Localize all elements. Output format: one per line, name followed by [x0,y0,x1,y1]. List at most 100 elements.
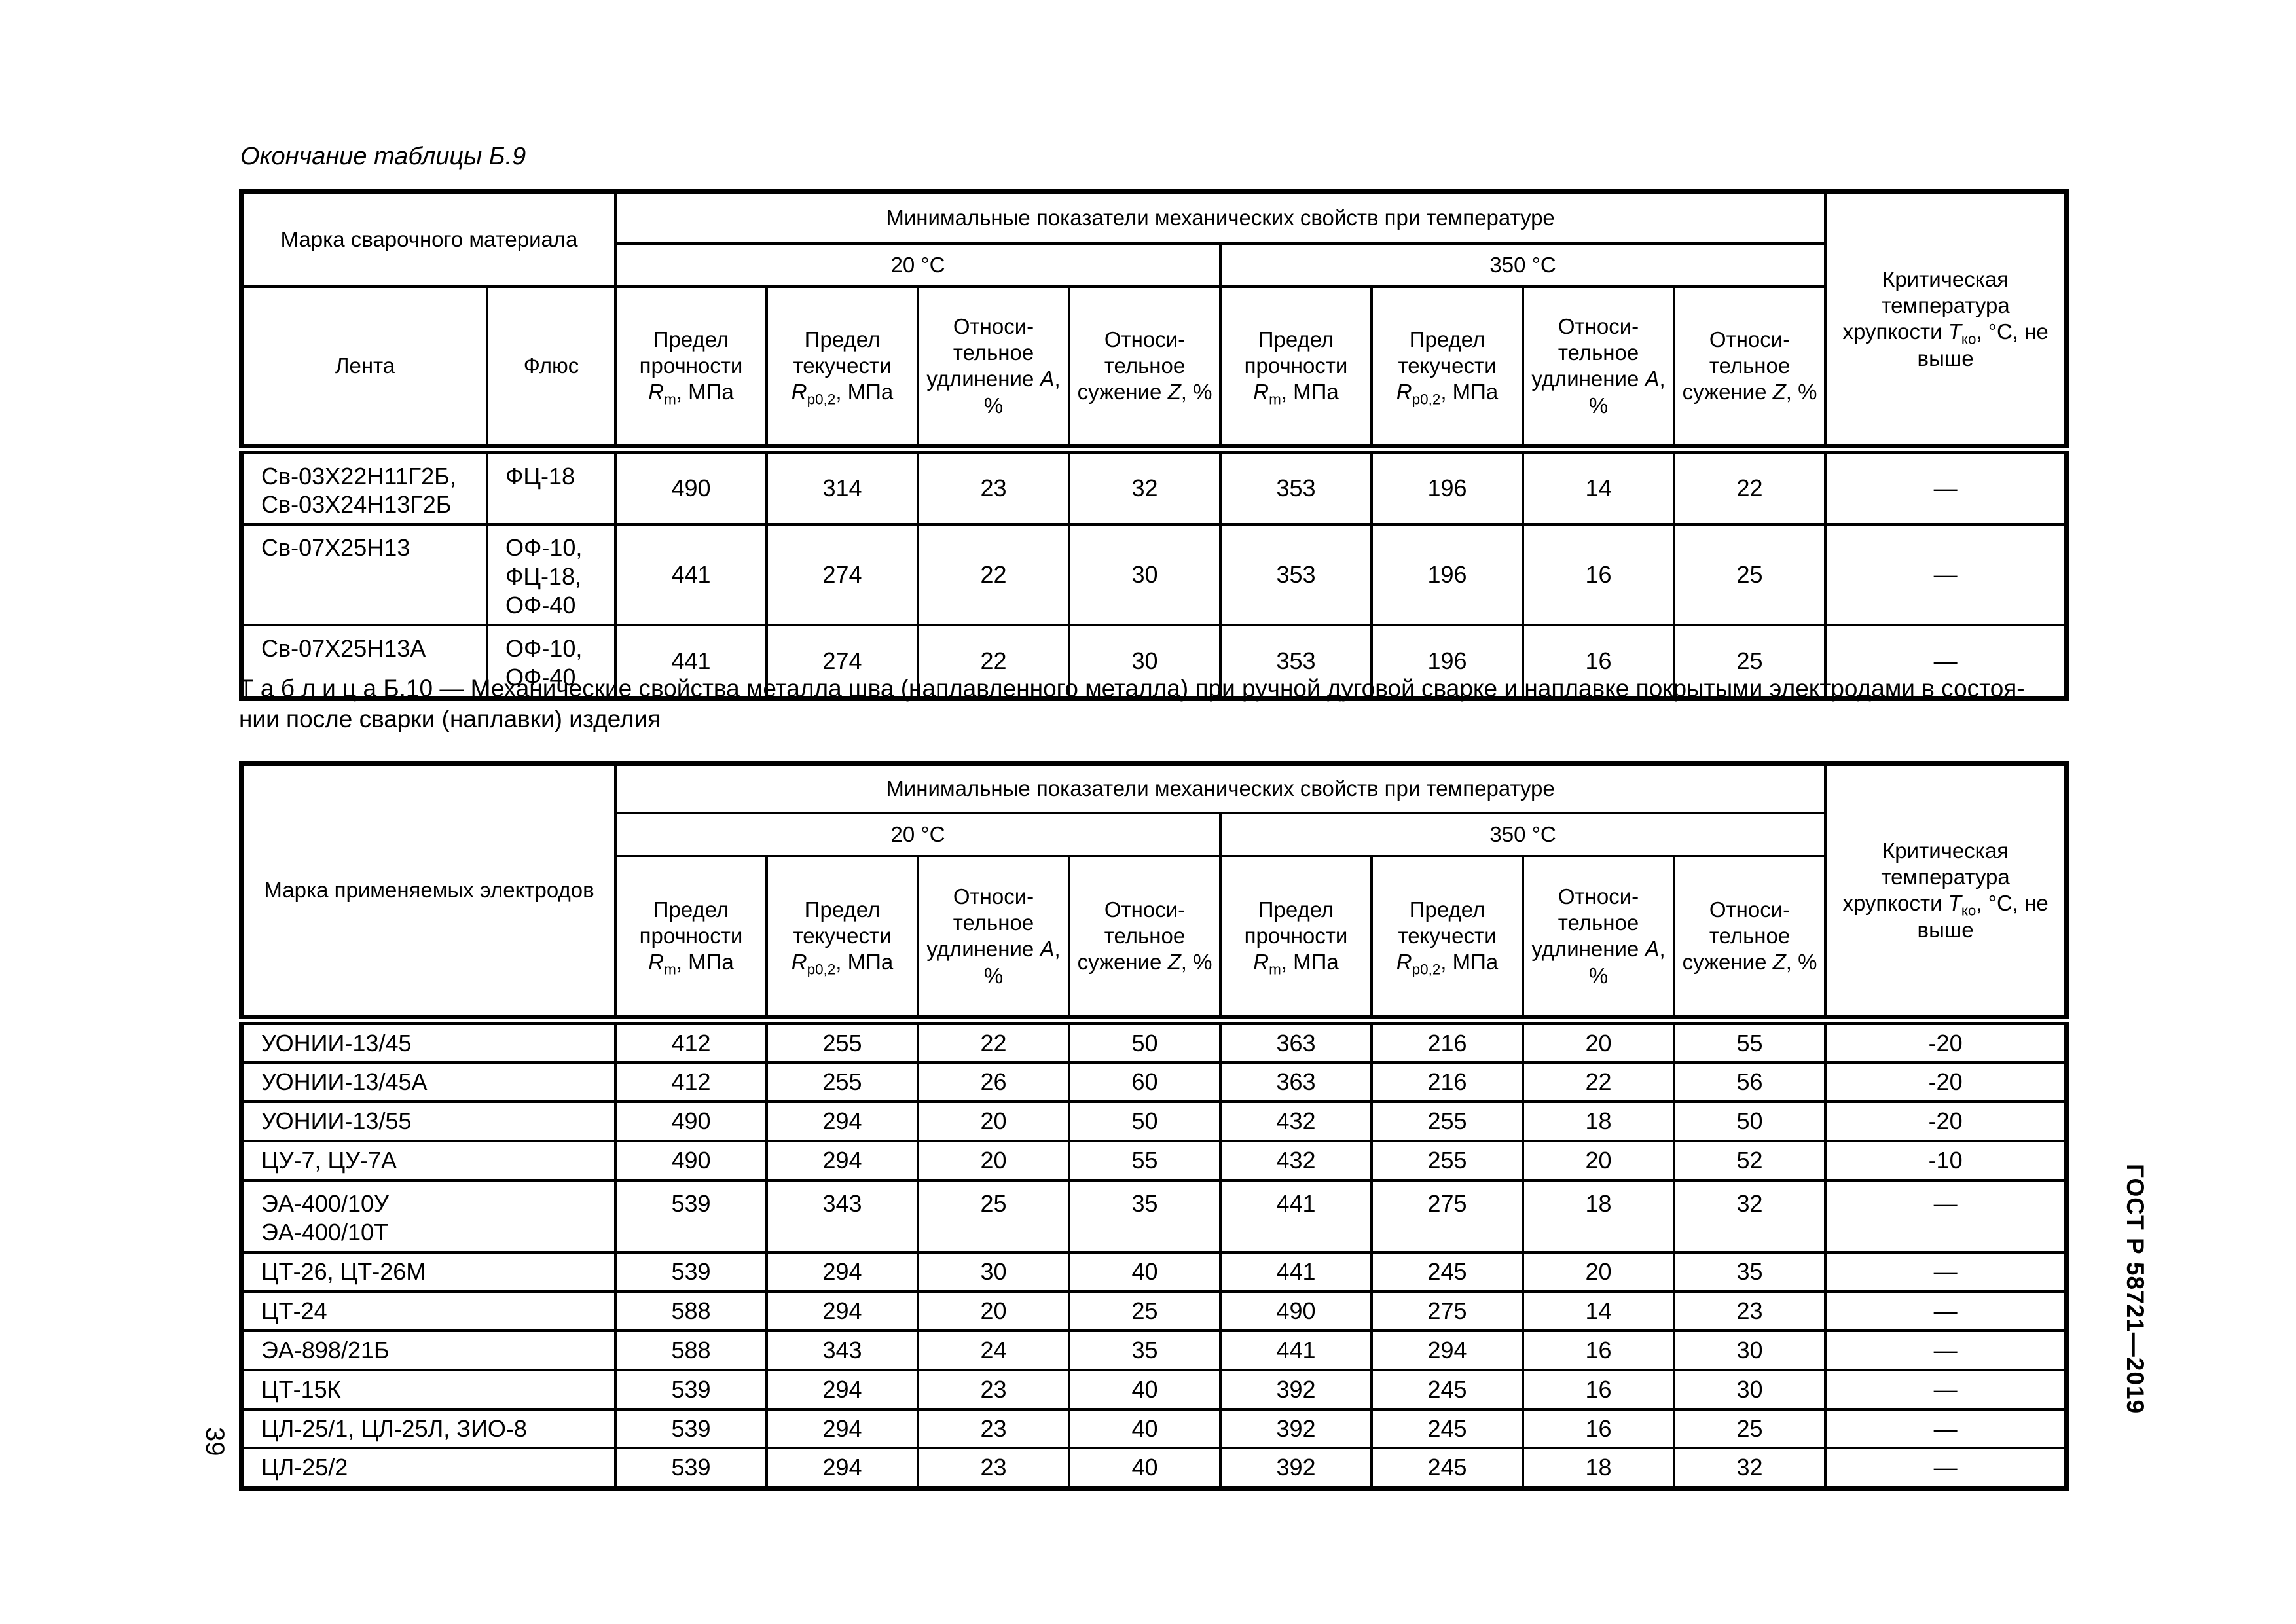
table-cell: 24 [917,1329,1070,1371]
table-cell: 216 [1370,1061,1524,1104]
table-cell: 18 [1522,1447,1675,1490]
table-row: 20 °С 350 °С [242,812,2067,857]
table-cell: 22 [917,1018,1070,1064]
table-cell: — [1824,624,2069,700]
table-cell: 363 [1219,1018,1373,1064]
table-row: Св-07Х25Н13А ОФ-10, ОФ-40 441 274 22 30 … [240,624,2069,700]
table-cell: 255 [1370,1140,1524,1182]
col-unit: , % [1180,380,1212,405]
table-cell: 30 [1068,624,1222,700]
table-cell: 441 [614,523,769,627]
document-designation: ГОСТ Р 58721—2019 [2122,1164,2149,1415]
table-cell: 353 [1219,447,1374,526]
table-cell: 23 [917,1407,1070,1450]
table-cell: 275 [1370,1179,1524,1254]
col-unit: , МПа [1440,380,1499,405]
table-cell: 23 [917,1368,1070,1411]
col-label: Предел прочности [1244,897,1348,948]
col-label: Предел прочности [1244,327,1348,378]
col-symbol-sub: m [664,391,676,408]
col-symbol-sub: p0,2 [807,391,836,408]
table-cell: 40 [1068,1447,1222,1490]
table-cell: 412 [614,1061,768,1104]
col-symbol: R [648,380,665,405]
table-cell: — [1824,1407,2069,1450]
table-cell: 20 [1522,1140,1675,1182]
critical-unit: , °С, не выше [1917,891,2049,942]
header-flux: Флюс [485,285,617,454]
table-row: 20 °С 350 °С [242,242,2067,288]
table-cell: 255 [765,1018,919,1064]
header-material: Марка сварочного материала [240,190,617,288]
critical-unit: , °С, не выше [1917,319,2049,370]
table-cell: 588 [614,1329,768,1371]
table-row: УОНИИ-13/45 412 255 22 50 363 216 20 55 … [240,1018,2069,1064]
table-row: ЦЛ-25/1, ЦЛ-25Л, ЗИО-8 539 294 23 40 392… [240,1407,2069,1450]
table-b10: Марка применяемых электродов Минимальные… [239,761,2070,1492]
table-cell: 25 [1673,624,1827,700]
table-cell: 245 [1370,1250,1524,1293]
col-header-strength-350: Предел прочности Rm, МПа [1219,855,1373,1025]
table-cell: 25 [1672,1407,1827,1450]
table-cell: 275 [1370,1290,1524,1332]
col-header-strength-20: Предел прочности Rm, МПа [614,855,768,1025]
table-cell: -10 [1824,1140,2069,1182]
table-cell: ЦЛ-25/2 [240,1447,617,1490]
table-cell: -20 [1824,1100,2069,1143]
col-header-contraction-350: Относи- тельное сужение Z, % [1672,855,1827,1025]
col-unit: , МПа [1281,950,1339,975]
col-symbol: А [1040,367,1055,391]
table-cell: — [1824,523,2069,627]
table-cell: 20 [1522,1018,1675,1064]
table-cell: 539 [614,1368,768,1411]
col-symbol: R [1253,380,1269,405]
table-cell: 40 [1068,1368,1222,1411]
table-cell: 392 [1219,1447,1373,1490]
table-cell: — [1824,1179,2069,1254]
col-symbol-sub: m [1269,391,1281,408]
table-cell: 30 [1672,1368,1827,1411]
header-critical-temp: Критическая температура хрупкости Тко, °… [1824,190,2069,454]
col-symbol: Z [1167,380,1181,405]
col-label: Относи- тельное сужение [1682,897,1791,975]
col-symbol: Z [1167,950,1181,975]
table-cell: 245 [1370,1447,1524,1490]
table-cell: 22 [917,624,1071,700]
table-row: Марка сварочного материала Минимальные п… [240,190,2069,454]
col-label: Предел текучести [1398,327,1497,378]
table-cell: 314 [765,447,920,526]
table-row: ЭА-400/10У ЭА-400/10Т 539 343 25 35 441 … [240,1179,2069,1254]
col-symbol: R [1396,950,1412,975]
table-cell: 441 [1219,1250,1373,1293]
critical-symbol-sub: ко [1961,902,1977,919]
table-cell: 353 [1219,624,1374,700]
header-critical-temp: Критическая температура хрупкости Тко, °… [1824,762,2069,1025]
table-cell: — [1824,1250,2069,1293]
col-label: Относи- тельное сужение [1077,327,1186,405]
col-symbol-sub: p0,2 [1412,391,1441,408]
table-cell: 22 [917,523,1071,627]
header-tape: Лента [240,285,488,454]
col-symbol: R [1396,380,1412,405]
table-cell: УОНИИ-13/45 [240,1018,617,1064]
table-b9: Марка сварочного материала Минимальные п… [239,189,2070,701]
table-row: УОНИИ-13/45А 412 255 26 60 363 216 22 56… [240,1061,2069,1104]
col-symbol-sub: p0,2 [1412,961,1441,978]
col-unit: , % [983,937,1061,988]
table-cell: ОФ-10, ОФ-40 [485,624,617,700]
table-cell: ЦТ-15К [240,1368,617,1411]
header-temp-20: 20 °С [614,242,1222,288]
table-row: Марка применяемых электродов Минимальные… [240,762,2069,1025]
table-cell: 20 [917,1100,1070,1143]
table-cell: ОФ-10, ФЦ-18, ОФ-40 [485,523,617,627]
table-cell: 441 [1219,1179,1373,1254]
table-cell: — [1824,447,2069,526]
table-cell: 16 [1522,523,1676,627]
table-cell: 25 [1673,523,1827,627]
col-label: Относи- тельное сужение [1682,327,1791,405]
critical-label: Критическая температура хрупкости [1842,266,2010,344]
table-cell: 490 [614,1140,768,1182]
col-symbol: А [1645,937,1660,962]
table-cell: 588 [614,1290,768,1332]
